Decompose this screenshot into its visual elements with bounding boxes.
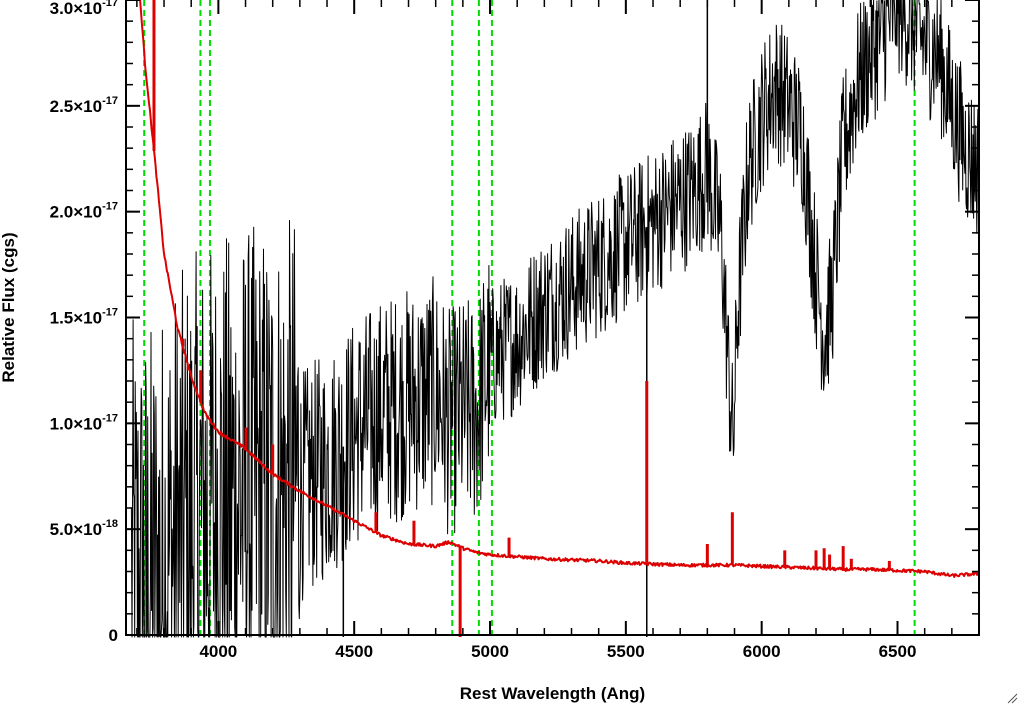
resize-grip-icon[interactable] [1006,692,1018,704]
y-tick-exponent-2: -17 [102,412,118,424]
x-ticks-group: 4000 4500 5000 5500 6000 6500 [136,0,980,661]
y-tick-label-6: 3.0×10-17 [50,0,118,18]
y-tick-mantissa-3: 1.5×10 [50,309,102,328]
y-tick-mantissa-1: 5.0×10 [50,520,102,539]
y-tick-label-1: 5.0×10-18 [50,518,118,539]
y-tick-label-2: 1.0×10-17 [50,412,118,433]
reference-lines-group [143,0,916,635]
y-tick-mantissa-6: 3.0×10 [50,0,102,18]
y-tick-label-0: 0 [109,626,118,645]
y-tick-label-5: 2.5×10-17 [50,95,118,116]
x-tick-label-5: 6500 [879,642,917,661]
y-axis-label: Relative Flux (cgs) [0,232,18,382]
y-tick-mantissa-0: 0 [109,626,118,645]
y-tick-label-4: 2.0×10-17 [50,201,118,222]
y-tick-mantissa-4: 2.0×10 [50,203,102,222]
y-tick-exponent-1: -18 [102,518,118,530]
y-tick-exponent-6: -17 [102,0,118,9]
x-axis-label: Rest Wavelength (Ang) [460,684,645,703]
x-tick-label-4: 6000 [743,642,781,661]
x-tick-label-1: 4500 [335,642,373,661]
y-tick-mantissa-5: 2.5×10 [50,97,102,116]
y-ticks-group: 05.0×10-181.0×10-171.5×10-172.0×10-172.5… [50,0,979,645]
y-tick-exponent-5: -17 [102,95,118,107]
x-tick-label-3: 5500 [607,642,645,661]
x-tick-label-2: 5000 [471,642,509,661]
y-tick-mantissa-2: 1.0×10 [50,414,102,433]
y-tick-exponent-4: -17 [102,201,118,213]
series-1-line [138,0,980,578]
series-0-line [130,0,980,638]
y-tick-label-3: 1.5×10-17 [50,307,118,328]
series-group [130,0,980,638]
x-tick-label-0: 4000 [199,642,237,661]
y-tick-exponent-3: -17 [102,307,118,319]
